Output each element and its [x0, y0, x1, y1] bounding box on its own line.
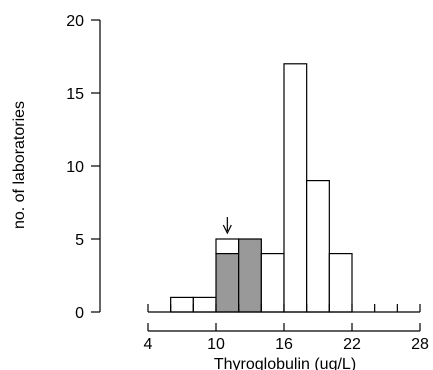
x-tick-label: 22 — [343, 336, 361, 353]
arrow-icon-head — [222, 224, 232, 235]
x-axis-label: Thyroglobulin (ug/L) — [214, 356, 356, 370]
y-tick-label: 5 — [75, 232, 84, 249]
histogram-bar-unshaded — [328, 253, 353, 313]
axes-layer: 0 5 10 15 20 4 10 16 22 28 — [66, 13, 429, 353]
y-tick-label: 0 — [75, 305, 84, 322]
y-tick-label: 10 — [66, 159, 84, 176]
histogram-bar-shaded — [215, 253, 240, 313]
histogram-bar-unshaded — [283, 63, 308, 313]
x-tick-label: 28 — [411, 336, 429, 353]
histogram-bar-unshaded — [306, 180, 330, 313]
histogram-bar-unshaded — [215, 238, 240, 255]
y-axis-label: no. of laboratories — [11, 101, 28, 229]
x-tick-label: 16 — [275, 336, 293, 353]
y-tick-label: 15 — [66, 86, 84, 103]
x-tick-label: 4 — [144, 336, 153, 353]
y-tick-label: 20 — [66, 13, 84, 30]
x-tick-label: 10 — [207, 336, 225, 353]
histogram-bar-shaded — [238, 238, 262, 313]
histogram-bar-unshaded — [192, 296, 217, 313]
histogram-bar-unshaded — [260, 253, 285, 313]
bars-layer — [170, 63, 353, 313]
histogram-bar-unshaded — [170, 296, 194, 313]
